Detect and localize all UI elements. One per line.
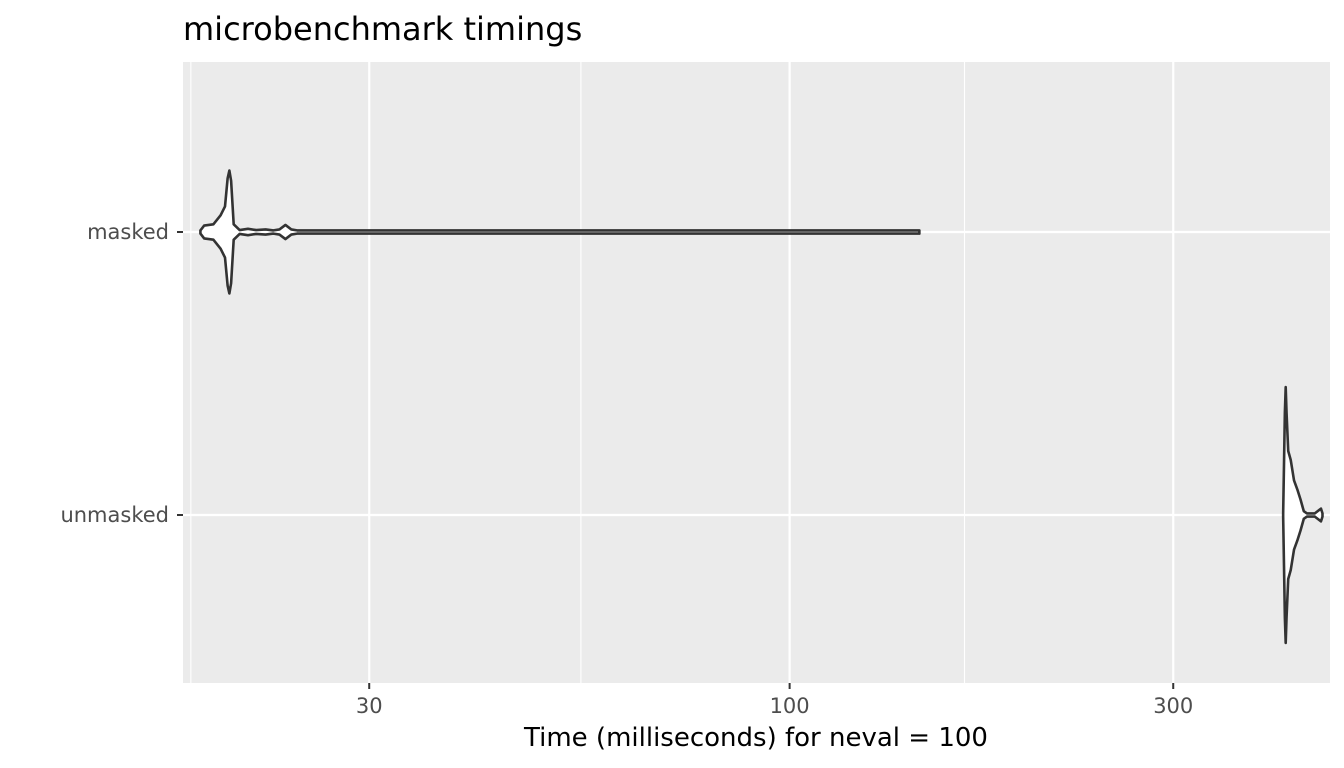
chart-title: microbenchmark timings [183, 10, 582, 48]
x-tick-label: 30 [356, 694, 383, 718]
plot-panel [183, 62, 1330, 683]
x-tick-label: 100 [770, 694, 810, 718]
y-tick-label-unmasked: unmasked [60, 503, 169, 527]
x-axis-title: Time (milliseconds) for neval = 100 [523, 723, 988, 753]
violin-unmasked [1281, 385, 1324, 645]
axes: 30 100 300 masked unmasked [60, 220, 1193, 718]
violins [199, 169, 1324, 645]
x-tick-label: 300 [1153, 694, 1193, 718]
y-tick-label-masked: masked [87, 220, 169, 244]
violin-masked [199, 169, 921, 295]
